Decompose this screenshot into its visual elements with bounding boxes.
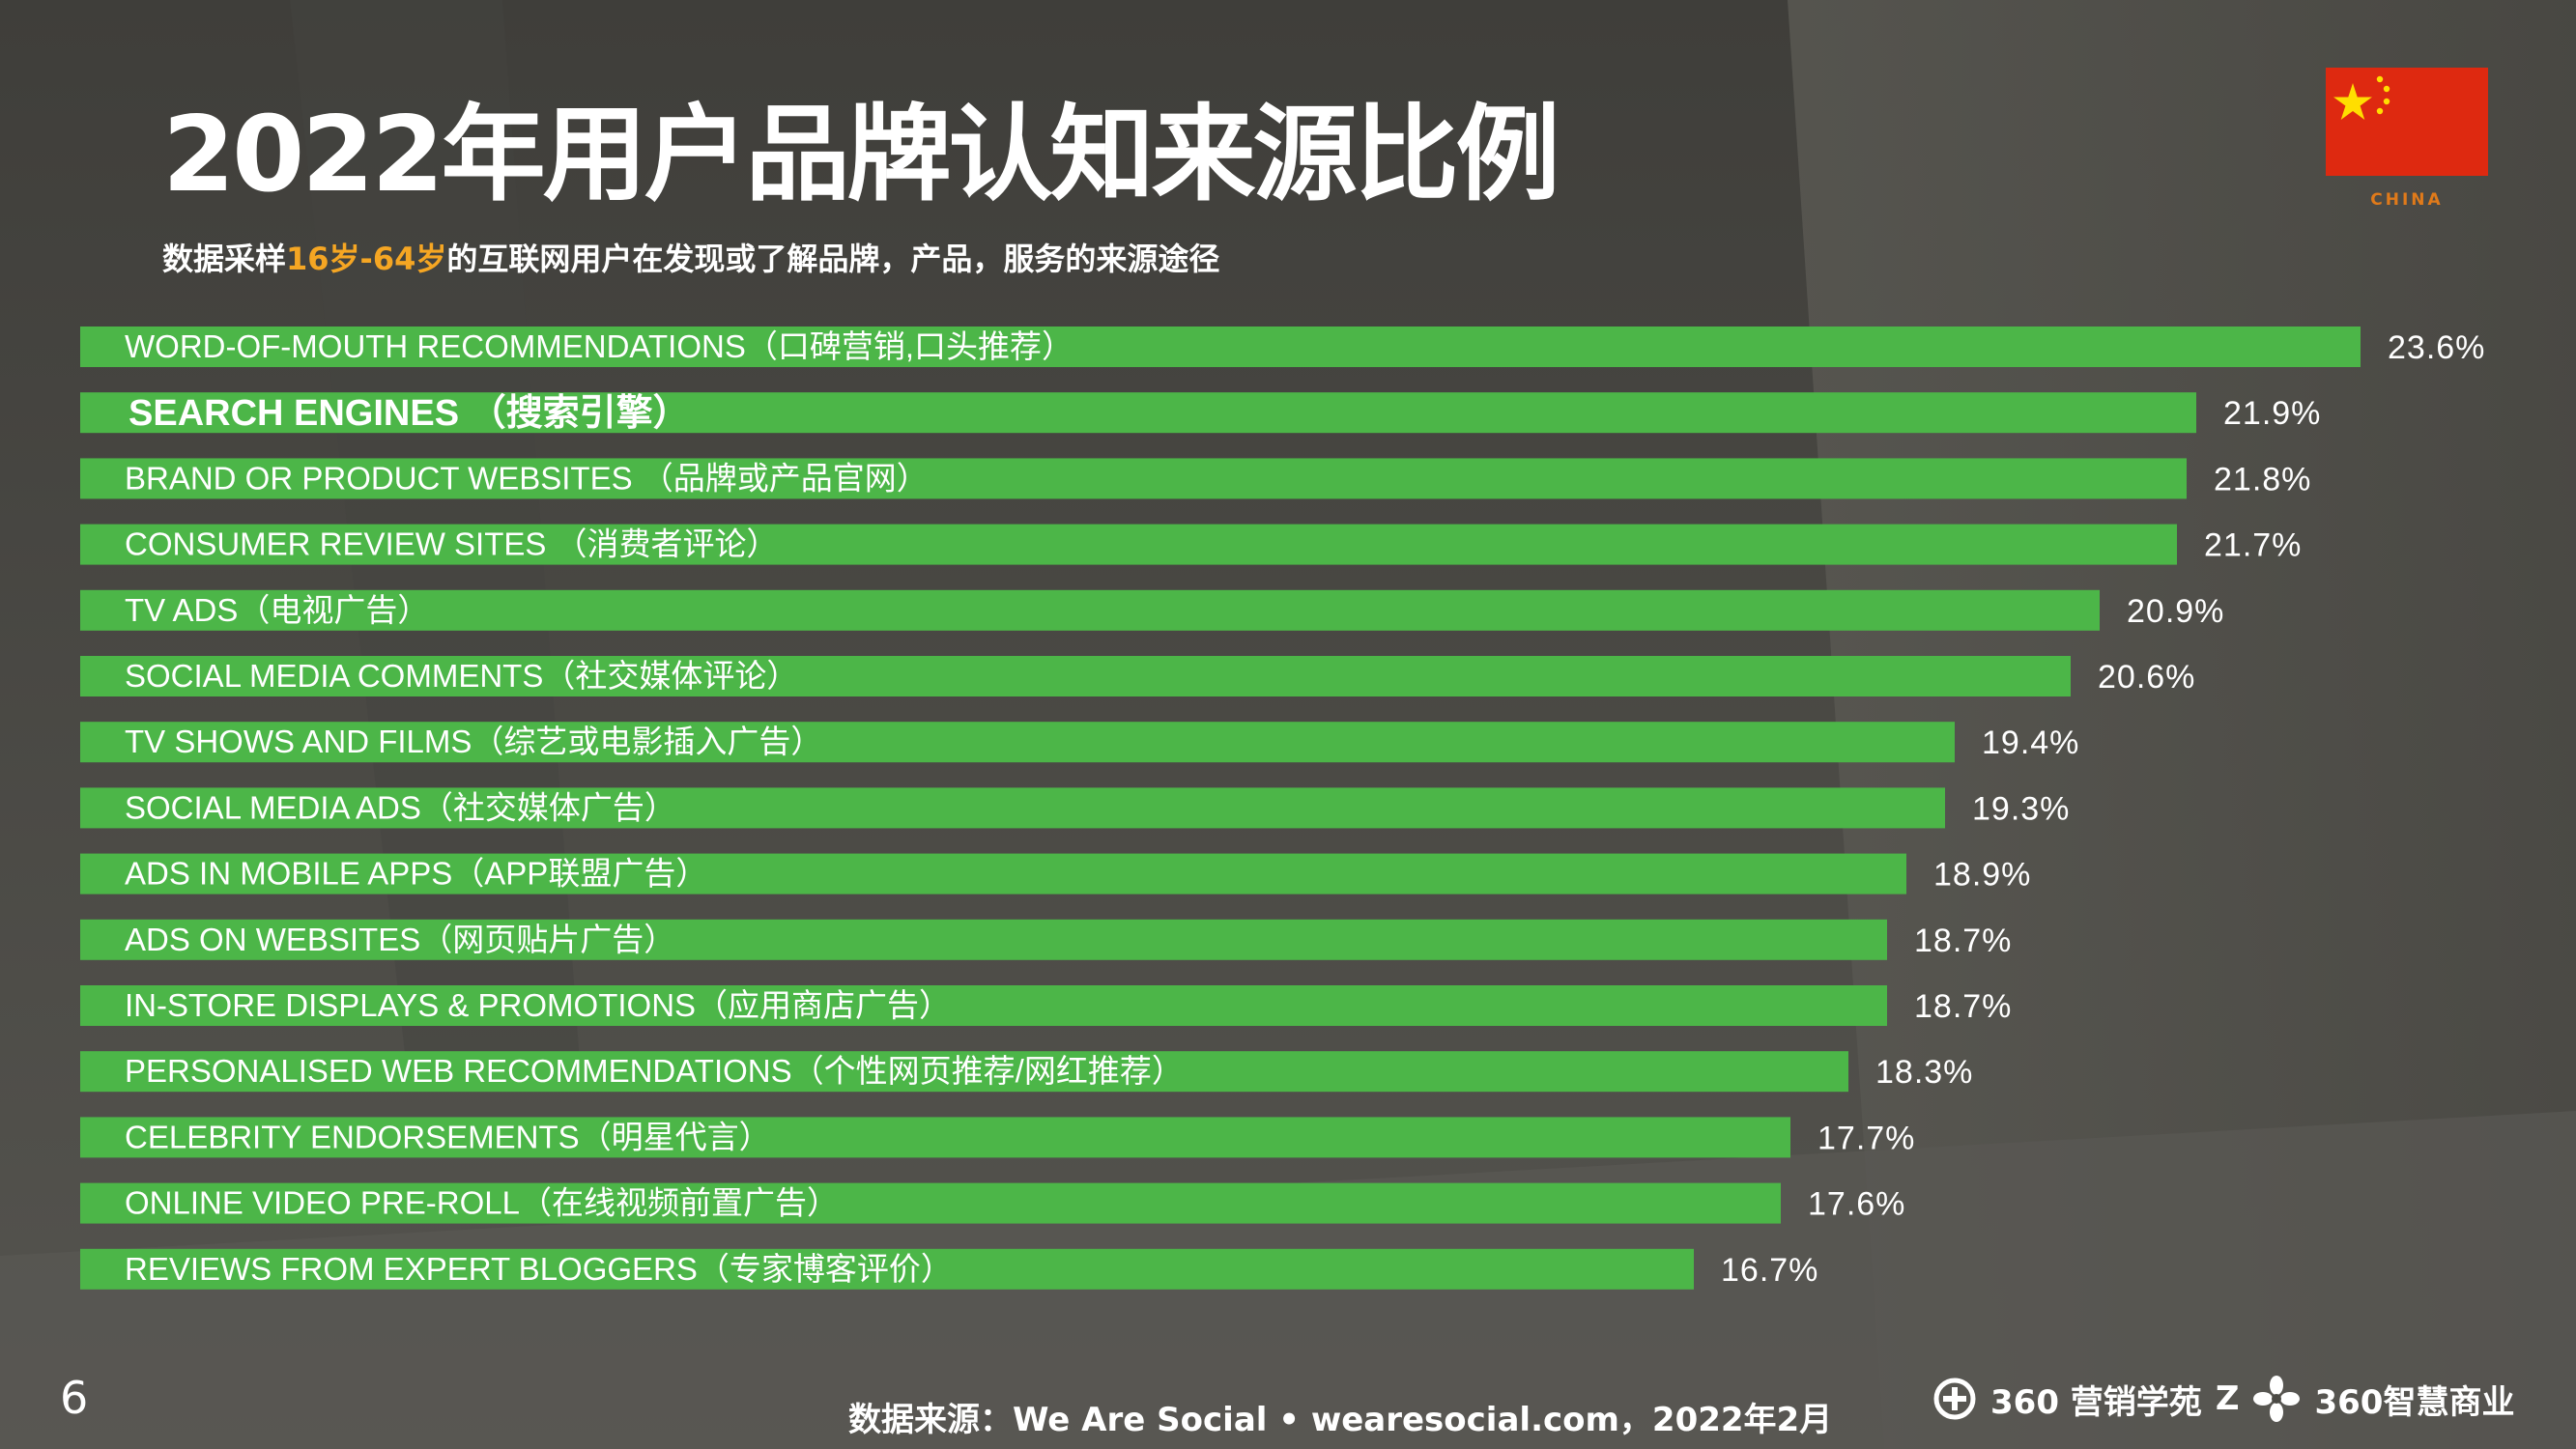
bar-category-label: ADS ON WEBSITES（网页贴片广告）: [125, 922, 675, 957]
bar: [80, 1248, 1694, 1290]
bar-group: TV SHOWS AND FILMS（综艺或电影插入广告） 19.4%: [80, 722, 2079, 763]
page-title: 2022年用户品牌认知来源比例: [162, 95, 1560, 215]
bar-category-label: CONSUMER REVIEW SITES （消费者评论）: [125, 526, 779, 562]
bar-group: ADS IN MOBILE APPS（APP联盟广告） 18.9%: [80, 853, 2031, 895]
china-flag-icon: [2326, 68, 2488, 176]
bar-group: PERSONALISED WEB RECOMMENDATIONS（个性网页推荐/…: [80, 1051, 1973, 1093]
page-number: 6: [60, 1372, 89, 1424]
bar-value-label: 17.7%: [1818, 1120, 1915, 1156]
bar-group: WORD-OF-MOUTH RECOMMENDATIONS（口碑营销,口头推荐）…: [80, 327, 2485, 367]
bar-category-label: PERSONALISED WEB RECOMMENDATIONS（个性网页推荐/…: [125, 1053, 1184, 1089]
bar-group: SOCIAL MEDIA COMMENTS（社交媒体评论） 20.6%: [80, 656, 2195, 696]
brand-1-text: 360 营销学苑: [1990, 1382, 2202, 1422]
bar-value-label: 20.9%: [2127, 593, 2224, 630]
bar-group: SOCIAL MEDIA ADS（社交媒体广告） 19.3%: [80, 787, 2070, 829]
bar: [80, 656, 2071, 696]
bar-category-label: SEARCH ENGINES （搜索引擎）: [129, 393, 690, 434]
flag-label: CHINA: [2370, 190, 2444, 210]
bar-category-label: IN-STORE DISPLAYS & PROMOTIONS（应用商店广告）: [125, 987, 951, 1023]
bar-value-label: 21.9%: [2223, 395, 2321, 432]
bar-value-label: 21.7%: [2204, 527, 2302, 564]
bar: [80, 787, 1945, 829]
bar-value-label: 20.6%: [2098, 659, 2195, 696]
flag-small-star: [2383, 98, 2390, 105]
brand-2-mark: Z: [2215, 1379, 2240, 1418]
bar: [80, 985, 1887, 1026]
bar-category-label: TV SHOWS AND FILMS（综艺或电影插入广告）: [125, 724, 822, 759]
flag-big-star: [2333, 83, 2372, 120]
bar: [80, 589, 2100, 631]
bar-value-label: 23.6%: [2388, 329, 2485, 366]
bar: [80, 524, 2177, 565]
bar-category-label: ONLINE VIDEO PRE-ROLL（在线视频前置广告）: [125, 1185, 839, 1221]
bar: [80, 722, 1955, 763]
flag-small-star: [2376, 75, 2384, 83]
bar-group: SEARCH ENGINES （搜索引擎） 21.9%: [80, 392, 2321, 434]
bar-group: CELEBRITY ENDORSEMENTS（明星代言） 17.7%: [80, 1117, 1915, 1158]
bar: [80, 1182, 1781, 1224]
subtitle-suffix: 的互联网用户在发现或了解品牌，产品，服务的来源途径: [446, 241, 1220, 277]
flag-small-star: [2383, 85, 2390, 93]
bar-value-label: 18.9%: [1933, 857, 2031, 894]
bar-group: IN-STORE DISPLAYS & PROMOTIONS（应用商店广告） 18…: [80, 985, 2012, 1026]
bar: [80, 919, 1887, 960]
bar: [80, 1117, 1790, 1158]
page-subtitle: 数据采样16岁-64岁的互联网用户在发现或了解品牌，产品，服务的来源途径: [162, 240, 1219, 278]
subtitle-age-highlight: 16岁-64岁: [286, 241, 447, 277]
bar: [80, 853, 1906, 895]
subtitle-prefix: 数据采样: [162, 241, 287, 277]
bar-group: CONSUMER REVIEW SITES （消费者评论） 21.7%: [80, 524, 2302, 565]
bar-value-label: 17.6%: [1808, 1186, 1905, 1223]
brand-2-text: 360智慧商业: [2314, 1382, 2515, 1422]
bar-category-label: SOCIAL MEDIA COMMENTS（社交媒体评论）: [125, 658, 798, 694]
bar-value-label: 16.7%: [1721, 1252, 1818, 1289]
bar-category-label: ADS IN MOBILE APPS（APP联盟广告）: [125, 856, 707, 892]
bar: [80, 1051, 1848, 1093]
bar-value-label: 21.8%: [2214, 461, 2311, 497]
bar-group: ADS ON WEBSITES（网页贴片广告） 18.7%: [80, 919, 2012, 960]
bar-value-label: 18.7%: [1914, 923, 2012, 959]
bar-category-label: TV ADS（电视广告）: [125, 592, 429, 628]
360-logo-icon: [1933, 1378, 1976, 1420]
bar-category-label: REVIEWS FROM EXPERT BLOGGERS（专家博客评价）: [125, 1251, 953, 1287]
bar: [80, 458, 2187, 499]
bar: [80, 392, 2196, 434]
footer-logos: 360 营销学苑 Z 360智慧商业: [1932, 1370, 2514, 1428]
bar-category-label: SOCIAL MEDIA ADS（社交媒体广告）: [125, 789, 676, 825]
bar-group: BRAND OR PRODUCT WEBSITES （品牌或产品官网） 21.8%: [80, 458, 2311, 499]
bar-group: REVIEWS FROM EXPERT BLOGGERS（专家博客评价） 16.7…: [80, 1248, 1818, 1290]
bar-category-label: WORD-OF-MOUTH RECOMMENDATIONS（口碑营销,口头推荐）: [125, 328, 1073, 364]
bar: [80, 327, 2361, 367]
bar-category-label: CELEBRITY ENDORSEMENTS（明星代言）: [125, 1119, 771, 1154]
bar-value-label: 19.3%: [1972, 790, 2070, 827]
bar-value-label: 18.7%: [1914, 988, 2012, 1025]
flag-small-star: [2376, 107, 2384, 115]
bar-group: ONLINE VIDEO PRE-ROLL（在线视频前置广告） 17.6%: [80, 1182, 1905, 1224]
bar-value-label: 18.3%: [1875, 1054, 1973, 1091]
bar-value-label: 19.4%: [1982, 724, 2079, 761]
bar-category-label: BRAND OR PRODUCT WEBSITES （品牌或产品官网）: [125, 460, 929, 496]
source-credit: 数据来源：We Are Social • wearesocial.com，202…: [848, 1401, 1833, 1439]
flower-logo-icon: [2253, 1376, 2301, 1422]
bar-group: TV ADS（电视广告） 20.9%: [80, 589, 2224, 631]
